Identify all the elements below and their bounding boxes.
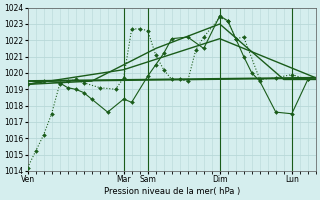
- X-axis label: Pression niveau de la mer( hPa ): Pression niveau de la mer( hPa ): [104, 187, 240, 196]
